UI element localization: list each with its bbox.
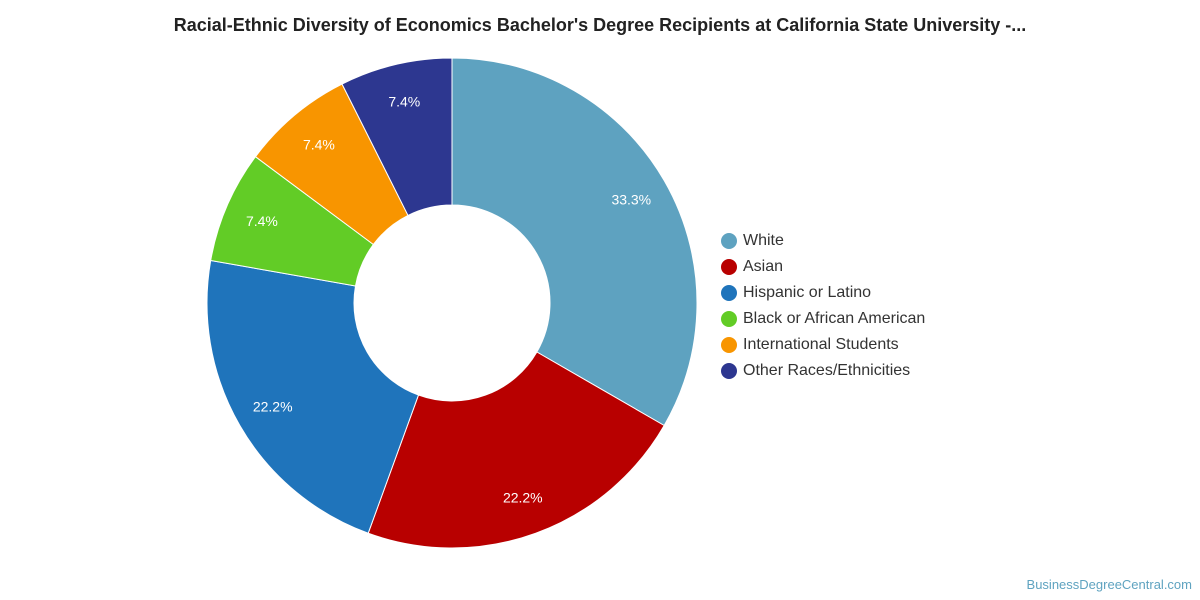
slices-group (206, 57, 698, 549)
legend-label-international: International Students (743, 336, 899, 353)
slice-label-international: 7.4% (303, 136, 335, 152)
legend-item-international[interactable]: International Students (721, 332, 925, 358)
legend-label-asian: Asian (743, 258, 784, 275)
legend-label-black: Black or African American (743, 310, 926, 327)
slice-asian[interactable] (367, 351, 665, 549)
legend-swatch-other (721, 363, 737, 379)
legend-swatch-asian (721, 259, 737, 275)
slice-white[interactable] (451, 57, 698, 427)
legend-item-white[interactable]: White (721, 228, 925, 254)
legend-label-other: Other Races/Ethnicities (743, 362, 911, 379)
legend-label-white: White (743, 232, 784, 249)
slice-label-black: 7.4% (246, 213, 278, 229)
slice-label-hispanic: 22.2% (253, 399, 293, 415)
legend-swatch-white (721, 233, 737, 249)
legend-item-black[interactable]: Black or African American (721, 306, 925, 332)
slice-other[interactable] (341, 57, 453, 217)
slice-hispanic[interactable] (206, 259, 420, 534)
legend-item-other[interactable]: Other Races/Ethnicities (721, 358, 925, 384)
slice-labels-group: 33.3% 22.2% 22.2% 7.4% 7.4% 7.4% (246, 94, 651, 506)
slice-label-white: 33.3% (611, 192, 651, 208)
legend: White Asian Hispanic or Latino Black or … (721, 228, 925, 384)
legend-swatch-international (721, 337, 737, 353)
legend-swatch-hispanic (721, 285, 737, 301)
slice-label-asian: 22.2% (503, 490, 543, 506)
legend-label-hispanic: Hispanic or Latino (743, 284, 872, 301)
slice-label-other: 7.4% (388, 94, 420, 110)
watermark-link[interactable]: BusinessDegreeCentral.com (1026, 577, 1192, 592)
legend-item-hispanic[interactable]: Hispanic or Latino (721, 280, 925, 306)
chart-title: Racial-Ethnic Diversity of Economics Bac… (173, 15, 1027, 35)
legend-item-asian[interactable]: Asian (721, 254, 925, 280)
legend-swatch-black (721, 311, 737, 327)
